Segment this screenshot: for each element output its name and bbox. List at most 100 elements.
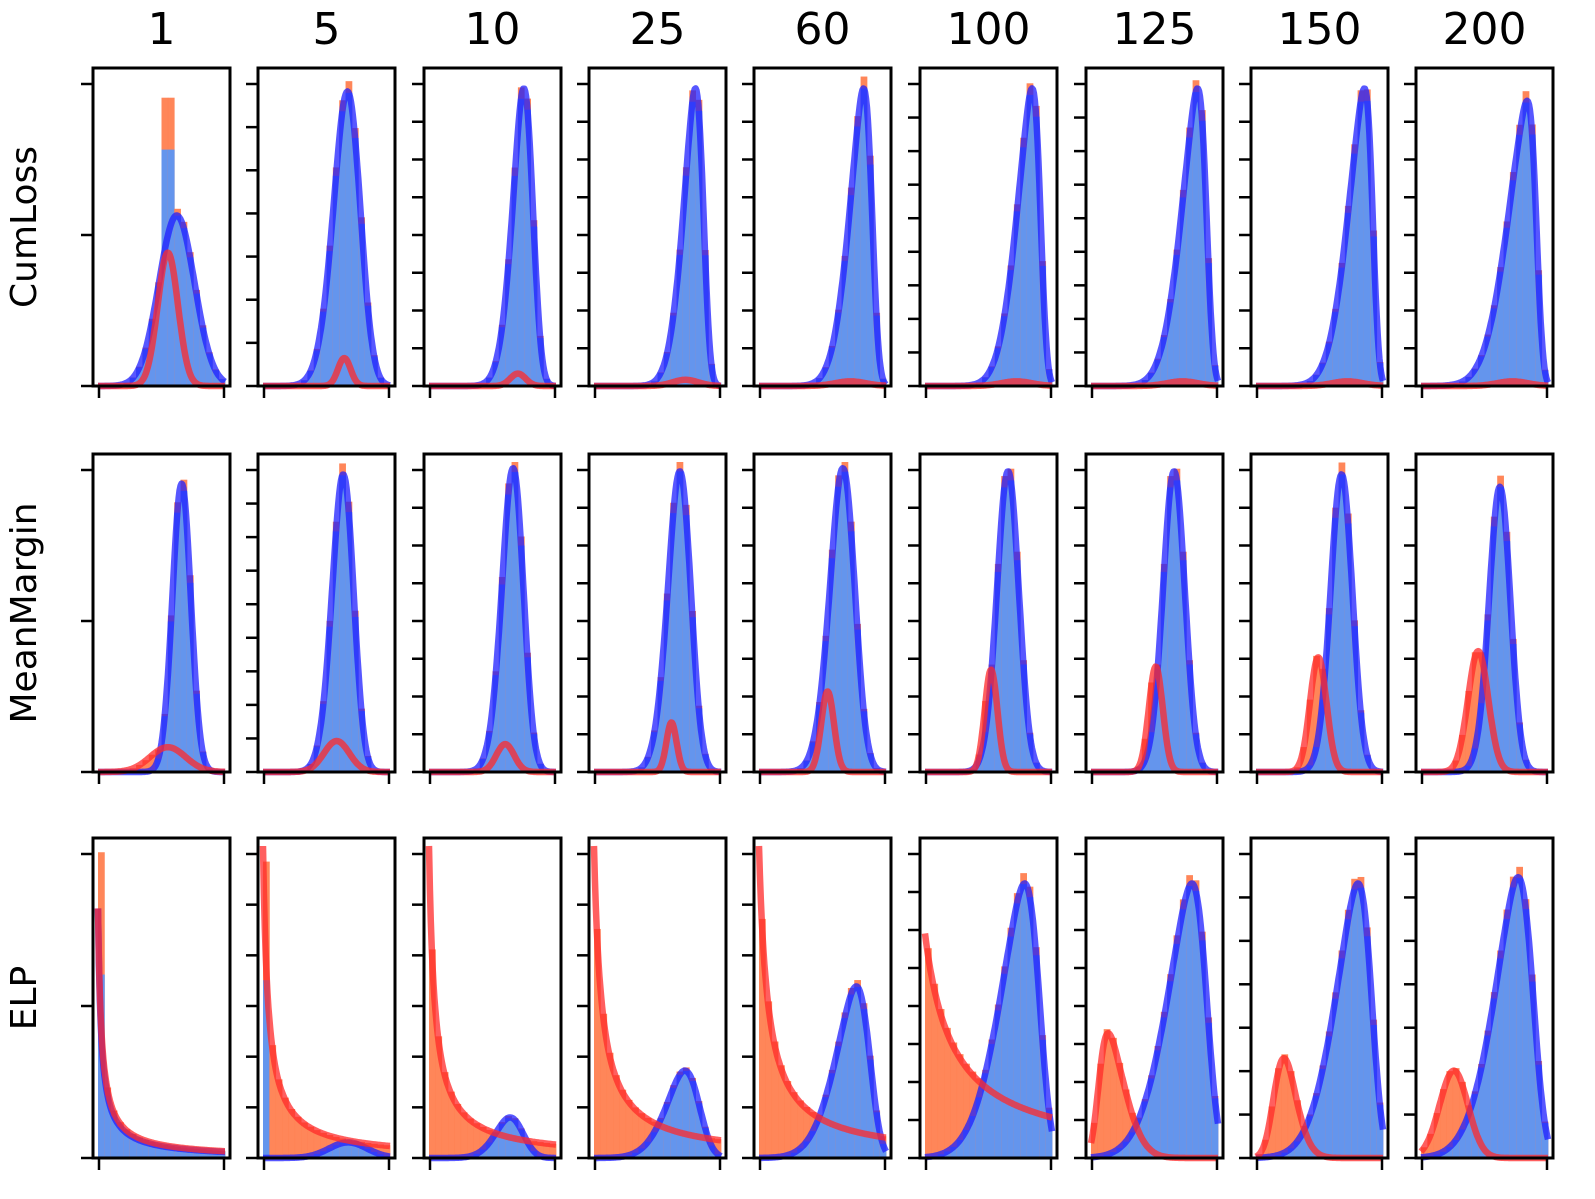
blue-hist-bar [822, 1097, 830, 1158]
blue-hist-bar [351, 616, 359, 772]
blue-hist-bar [1039, 1039, 1047, 1158]
blue-hist-bar [1013, 903, 1021, 1158]
panel-frame [1249, 66, 1390, 388]
blue-hist-bar [847, 994, 855, 1158]
blue-hist-bar [505, 264, 512, 386]
blue-hist-bar [1332, 998, 1339, 1158]
blue-hist-bar [212, 370, 220, 386]
blue-hist-bar [670, 513, 677, 772]
blue-hist-bar [326, 1148, 334, 1158]
blue-hist-bar [1484, 1035, 1492, 1158]
panel [908, 452, 1059, 784]
blue-hist-bar [1287, 1148, 1295, 1158]
blue-hist-bar [498, 1123, 506, 1158]
blue-hist-bar [828, 347, 836, 386]
blue-hist-bar [1154, 668, 1162, 772]
blue-hist-bar [186, 582, 194, 772]
blue-density-curve [426, 465, 559, 776]
red-hist-bar [714, 1139, 722, 1158]
red-hist-bar [1433, 1113, 1441, 1158]
red-hist-bar [269, 1045, 277, 1158]
blue-hist-bar [1007, 936, 1015, 1158]
blue-hist-bar [1357, 712, 1365, 772]
red-hist-bar [1446, 1071, 1454, 1158]
blue-hist-bar [1516, 878, 1523, 1158]
panel-frame [1249, 836, 1390, 1160]
panel-frame [1084, 836, 1225, 1160]
red-hist-bar [282, 1097, 289, 1158]
blue-hist-bar [982, 732, 989, 772]
blue-hist-bar [1522, 909, 1530, 1158]
panel-frame [587, 452, 728, 774]
panel [1239, 836, 1390, 1170]
column-title: 125 [1113, 4, 1197, 55]
panel-frame [91, 452, 232, 774]
blue-hist-bar [994, 571, 1002, 772]
blue-hist-bar [797, 1148, 804, 1158]
blue-hist-bar [988, 668, 996, 772]
blue-hist-bar [682, 175, 690, 386]
blue-hist-bar [1032, 116, 1040, 386]
blue-hist-bar [854, 629, 861, 772]
blue-hist-bar [517, 1129, 525, 1158]
blue-hist-bar [1332, 311, 1339, 386]
panel [577, 452, 728, 784]
blue-hist-bar [320, 703, 327, 772]
blue-hist-bar [524, 1141, 531, 1158]
column-title: 200 [1443, 4, 1527, 55]
blue-hist-bar [167, 1147, 175, 1158]
panel-frame [1084, 452, 1225, 774]
panel [742, 66, 893, 398]
blue-hist-bar [129, 1137, 137, 1158]
blue-hist-bar [1186, 137, 1193, 386]
red-density-curve [921, 932, 1055, 1121]
blue-hist-bar [1122, 1141, 1130, 1158]
blue-hist-bar [498, 584, 506, 772]
blue-hist-bar [854, 986, 861, 1158]
blue-hist-bar [263, 980, 270, 1158]
panel [1404, 66, 1555, 398]
blue-hist-bar [358, 1145, 365, 1158]
panel-frame [752, 66, 893, 388]
blue-hist-bar [689, 101, 696, 386]
blue-hist-bar [956, 1140, 964, 1158]
panel [1074, 836, 1225, 1170]
red-hist-bar [931, 983, 939, 1158]
blue-hist-bar [1148, 732, 1155, 772]
column-title: 25 [630, 4, 686, 55]
red-hist-bar [288, 1109, 296, 1158]
red-hist-bar [638, 1113, 646, 1158]
blue-hist-bar [511, 471, 519, 772]
blue-hist-bar [186, 1149, 194, 1158]
blue-hist-bar [644, 757, 652, 772]
blue-hist-bar [205, 353, 213, 386]
blue-density-curve [1088, 468, 1221, 776]
blue-hist-bar [682, 515, 690, 772]
red-hist-bar [1275, 1068, 1282, 1158]
red-hist-bar [771, 1041, 779, 1158]
blue-hist-bar [1154, 359, 1162, 386]
blue-hist-bar [1363, 100, 1371, 387]
blue-hist-bar [104, 1095, 112, 1158]
blue-hist-bar [1160, 337, 1168, 386]
blue-hist-bar [860, 1009, 868, 1158]
blue-hist-bar [1160, 571, 1168, 772]
blue-hist-bar [860, 711, 868, 772]
blue-hist-bar [364, 305, 372, 386]
column-title: 60 [795, 4, 851, 55]
blue-hist-bar [332, 175, 340, 386]
blue-hist-bar [136, 367, 143, 386]
blue-hist-bar [682, 1070, 690, 1158]
row-labels: CumLoss MeanMargin ELP [4, 146, 45, 1030]
red-hist-bar [1459, 734, 1466, 772]
blue-hist-bar [1535, 1064, 1543, 1158]
panel-frame [1414, 66, 1555, 388]
blue-hist-bar [511, 175, 519, 386]
blue-hist-bar [174, 512, 181, 772]
blue-hist-bar [161, 1146, 169, 1158]
red-hist-bar [1281, 1054, 1289, 1158]
panel [1239, 452, 1390, 784]
red-hist-bar [383, 1145, 391, 1158]
blue-hist-bar [1173, 943, 1181, 1158]
red-hist-bar [944, 1027, 951, 1158]
